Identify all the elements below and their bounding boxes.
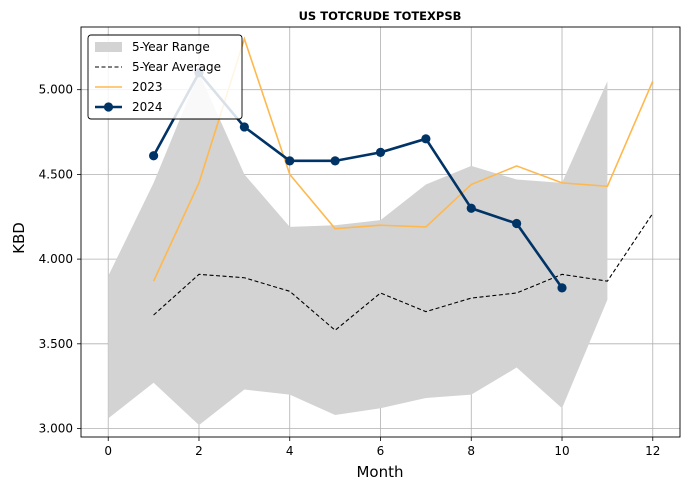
series-point-2024 — [375, 147, 386, 157]
y-axis-label: KBD — [10, 222, 28, 254]
series-line-5-year-average — [153, 213, 654, 331]
x-tick-label: 4 — [286, 444, 294, 458]
legend-box — [87, 34, 243, 120]
five-year-range-band — [108, 72, 608, 426]
legend-marker-2024 — [103, 102, 114, 112]
series-point-2024 — [512, 218, 522, 229]
range-band-area — [108, 72, 608, 426]
series-point-2024 — [466, 203, 476, 213]
legend-swatch-5-year-range — [95, 42, 122, 52]
legend-label-2024: 2024 — [132, 100, 163, 114]
axes — [77, 26, 681, 441]
x-tick-label: 2 — [195, 444, 203, 458]
series-point-2024 — [239, 122, 249, 132]
x-axis-label: Month — [356, 463, 403, 481]
x-tick-label: 12 — [645, 444, 660, 458]
series-point-2024 — [421, 134, 431, 144]
legend-label-2023: 2023 — [132, 80, 163, 94]
chart-title: US TOTCRUDE TOTEXPSB — [299, 9, 462, 23]
tick-labels: 0 2 4 6 8 10 12 3.000 3.500 4.000 4.500 5.000 — [39, 83, 661, 458]
x-tick-label: 8 — [467, 444, 475, 458]
series-point-2024 — [557, 283, 567, 293]
y-tick-label: 5.000 — [39, 83, 73, 97]
x-tick-label: 6 — [377, 444, 385, 458]
series-point-2024 — [285, 156, 295, 166]
legend-label-5-year-average: 5-Year Average — [132, 60, 221, 74]
legend: 5-Year Range 5-Year Average 2023 2024 — [87, 34, 243, 120]
legend-label-5-year-range: 5-Year Range — [132, 40, 210, 54]
series-point-2024 — [330, 156, 340, 166]
x-tick-label: 10 — [554, 444, 569, 458]
series-point-2024 — [149, 151, 159, 161]
y-tick-label: 3.000 — [39, 422, 73, 436]
x-tick-label: 0 — [104, 444, 112, 458]
y-tick-label: 4.000 — [39, 252, 73, 266]
y-tick-label: 4.500 — [39, 167, 73, 181]
y-tick-label: 3.500 — [39, 337, 73, 351]
